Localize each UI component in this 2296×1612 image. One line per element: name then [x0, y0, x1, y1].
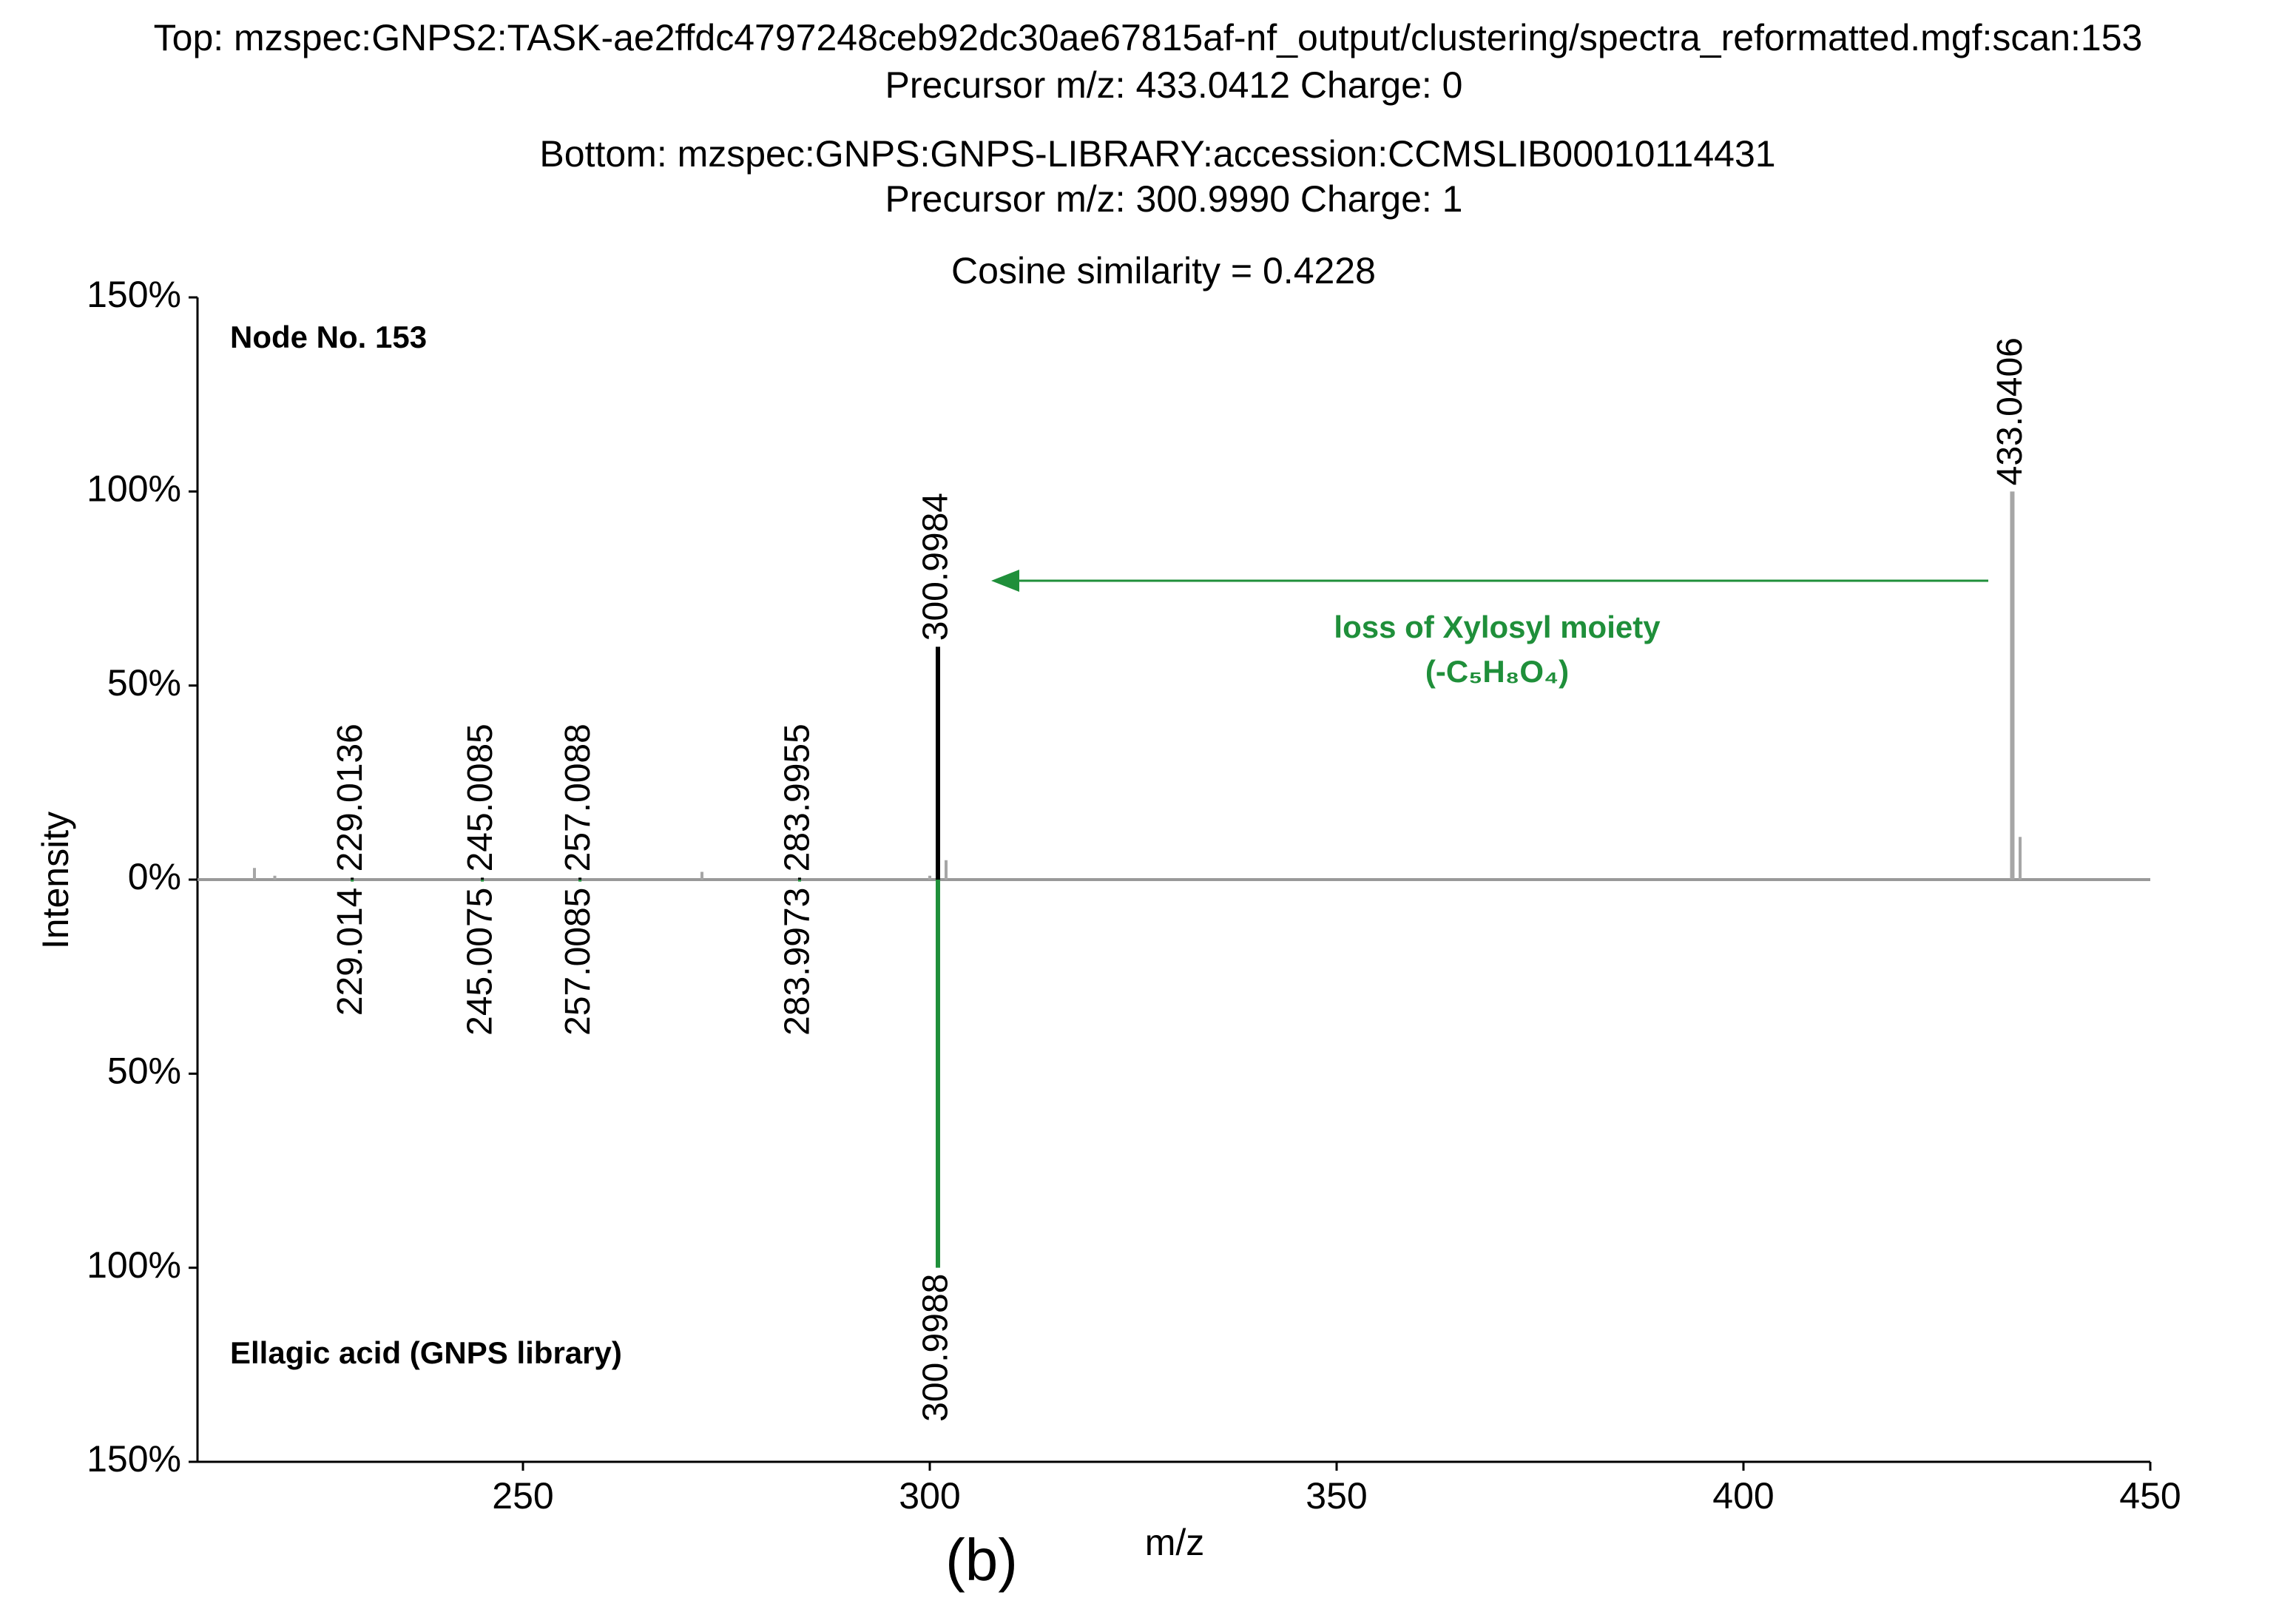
y-tick-label: 50% [107, 1051, 181, 1092]
y-tick-label: 50% [107, 662, 181, 704]
peak-label: 433.0406 [1991, 337, 2030, 485]
peak-label: 229.0136 [331, 724, 370, 871]
y-tick-label: 150% [87, 1438, 181, 1480]
title-line: Precursor m/z: 433.0412 Charge: 0 [885, 64, 1463, 106]
annotation: loss of Xylosyl moiety [1334, 610, 1661, 644]
title-line: Precursor m/z: 300.9990 Charge: 1 [885, 178, 1463, 220]
panel-label: (b) [945, 1527, 1018, 1593]
peak-label: 300.9988 [916, 1274, 956, 1422]
annotation: Node No. 153 [230, 320, 427, 354]
peak-label: 283.9973 [778, 888, 817, 1036]
x-tick-label: 400 [1712, 1475, 1774, 1517]
y-tick-label: 100% [87, 468, 181, 510]
peak-label: 283.9955 [778, 724, 817, 871]
annotation: Ellagic acid (GNPS library) [230, 1335, 622, 1370]
y-tick-label: 150% [87, 274, 181, 315]
x-tick-label: 350 [1306, 1475, 1367, 1517]
title-line: Cosine similarity = 0.4228 [951, 250, 1376, 291]
peak-label: 245.0085 [461, 724, 500, 871]
title-line: Bottom: mzspec:GNPS:GNPS-LIBRARY:accessi… [539, 133, 1775, 175]
title-line: Top: mzspec:GNPS2:TASK-ae2ffdc4797248ceb… [154, 17, 2143, 58]
peak-label: 257.0088 [558, 724, 598, 871]
annotation: (-C₅H₈O₄) [1425, 654, 1569, 689]
arrow-head [991, 570, 1019, 592]
y-tick-label: 0% [128, 856, 181, 897]
peak-label: 300.9984 [916, 493, 956, 641]
y-axis-label: Intensity [35, 812, 76, 949]
peak-label: 257.0085 [558, 888, 598, 1036]
y-tick-label: 100% [87, 1244, 181, 1286]
peak-label: 245.0075 [461, 888, 500, 1036]
x-tick-label: 300 [899, 1475, 960, 1517]
x-axis-label: m/z [1145, 1522, 1205, 1563]
x-tick-label: 250 [492, 1475, 553, 1517]
x-tick-label: 450 [2119, 1475, 2181, 1517]
peak-label: 229.014 [331, 888, 370, 1016]
